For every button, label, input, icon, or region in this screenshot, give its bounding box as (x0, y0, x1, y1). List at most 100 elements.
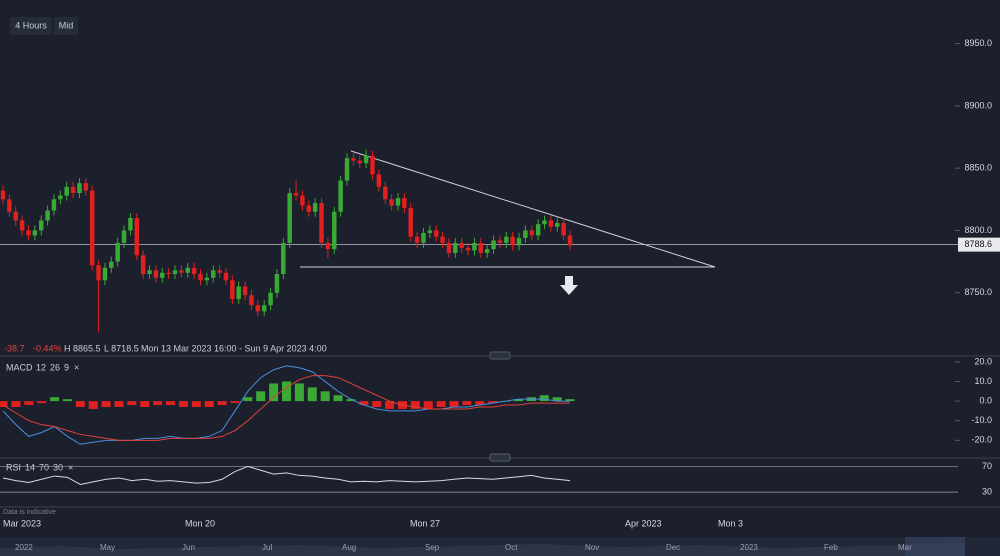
y-tick-label: 0.0 (979, 395, 992, 405)
macd-histogram-bar (281, 381, 292, 402)
down-arrow (560, 276, 578, 295)
candle-body (13, 211, 18, 221)
navigator-label: Mar (898, 543, 912, 552)
navigator-label: Feb (824, 543, 838, 552)
candle-body (529, 230, 535, 236)
candle-body (408, 208, 413, 237)
candle-body (453, 242, 458, 253)
macd-histogram-bar (269, 383, 279, 402)
macd-line (2, 365, 570, 445)
rsi-param: 70 (39, 462, 49, 472)
candle-body (160, 272, 165, 278)
rsi-label: RSI (6, 462, 21, 472)
low: L 8718.5 (104, 343, 139, 353)
disclaimer: Data is indicative (3, 509, 56, 516)
candle-body (459, 242, 464, 248)
candle-body (433, 230, 439, 237)
macd-histogram-bar (513, 399, 523, 402)
macd-histogram-bar (127, 401, 137, 406)
navigator-label: Dec (666, 543, 680, 552)
navigator-label: 2022 (15, 543, 33, 552)
signal-line (2, 375, 570, 441)
candle-body (312, 203, 318, 212)
macd-histogram-bar (153, 401, 163, 406)
rsi-param: 14 (25, 462, 35, 472)
candle-body (383, 186, 388, 200)
macd-histogram-bar (178, 401, 188, 407)
change-pct: -0.44% (33, 343, 62, 353)
candle-body (446, 242, 452, 253)
macd-histogram-bar (539, 395, 549, 402)
candle-body (19, 220, 25, 231)
date-range: Mon 13 Mar 2023 16:00 - Sun 9 Apr 2023 4… (141, 343, 327, 353)
macd-histogram-bar (230, 401, 240, 404)
macd-histogram-bar (24, 401, 34, 406)
macd-histogram-bar (50, 397, 60, 402)
candle-body (77, 183, 82, 194)
macd-histogram-bar (462, 401, 472, 406)
candle-body (293, 193, 299, 196)
macd-param: 26 (50, 362, 60, 372)
x-tick-label: Mon 20 (185, 518, 215, 528)
navigator-area (0, 543, 965, 556)
interval-button[interactable] (10, 17, 52, 35)
candle-body (491, 240, 496, 250)
y-tick-label: 8750.0 (964, 287, 992, 297)
x-tick-label: Mon 27 (410, 518, 440, 528)
candle-body (83, 183, 89, 191)
candle-body (548, 220, 554, 227)
interval-label[interactable]: 4 Hours (15, 20, 47, 30)
macd-histogram-bar (333, 395, 343, 402)
navigator-label: Sep (425, 543, 440, 552)
close-icon[interactable]: × (74, 362, 79, 372)
macd-histogram-bar (37, 401, 47, 404)
candle-body (363, 155, 369, 164)
macd-histogram-bar (372, 401, 382, 407)
price-type-button[interactable] (54, 17, 78, 35)
candle-body (147, 270, 152, 275)
candle-body (223, 272, 229, 281)
candle-body (338, 180, 343, 212)
y-tick-label: 8900.0 (964, 100, 992, 110)
candle-body (109, 261, 114, 268)
macd-histogram-bar (114, 401, 124, 407)
candle-body (281, 242, 286, 275)
macd-histogram-bar (294, 383, 304, 402)
candle-body (555, 222, 560, 227)
candle-body (172, 270, 178, 275)
candle-body (535, 224, 541, 236)
navigator-label: Aug (342, 543, 356, 552)
macd-histogram-bar (204, 401, 214, 407)
candle-body (230, 280, 235, 299)
navigator-window[interactable] (905, 537, 965, 556)
macd-histogram-bar (488, 401, 498, 404)
candle-body (300, 195, 305, 206)
candle-body (45, 210, 50, 221)
macd-histogram-bar (191, 401, 201, 407)
candle-body (38, 220, 44, 231)
candle-body (440, 236, 445, 243)
y-tick-label: 8950.0 (964, 38, 992, 48)
candle-body (261, 305, 267, 312)
macd-histogram-bar (320, 391, 330, 402)
panel-resize-handle[interactable] (489, 453, 511, 462)
macd-param: 9 (64, 362, 69, 372)
high: H 8865.5 (64, 343, 101, 353)
candle-body (268, 292, 273, 306)
macd-histogram-bar (166, 401, 176, 406)
candle-body (0, 190, 6, 200)
macd-histogram-bar (75, 401, 85, 407)
price-type-label[interactable]: Mid (59, 20, 74, 30)
candle-body (523, 230, 528, 238)
macd-histogram-bar (11, 401, 21, 407)
candle-body (58, 195, 63, 200)
candle-body (427, 230, 433, 233)
panel-resize-handle[interactable] (489, 351, 511, 360)
candle-body (370, 155, 375, 175)
navigator-label: Oct (505, 543, 518, 552)
y-tick-label: 70 (982, 461, 992, 471)
rsi-line (2, 465, 571, 485)
close-icon[interactable]: × (68, 462, 73, 472)
macd-label: MACD (6, 362, 33, 372)
